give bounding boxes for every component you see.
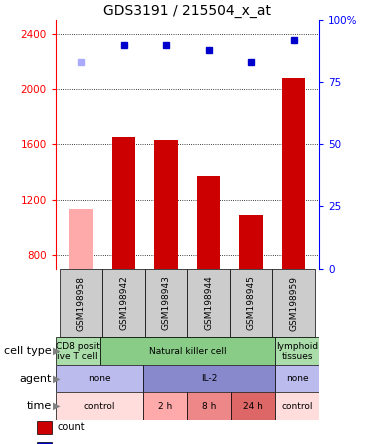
Text: agent: agent [20,374,52,384]
Text: IL-2: IL-2 [201,374,217,383]
Bar [99,337,275,365]
Bar [275,392,319,420]
Bar [187,269,230,337]
Bar [145,269,187,337]
Text: control: control [281,402,313,411]
Bar [56,337,99,365]
Bar [275,365,319,392]
Text: none: none [88,374,111,383]
Text: ▶: ▶ [53,401,60,411]
Text: none: none [286,374,308,383]
Text: time: time [27,401,52,411]
Bar [144,392,187,420]
Text: GSM198959: GSM198959 [289,276,298,330]
Text: count: count [58,423,85,432]
Text: CD8 posit
ive T cell: CD8 posit ive T cell [56,341,99,361]
Text: Natural killer cell: Natural killer cell [148,347,226,356]
Bar [144,365,275,392]
Bar [282,78,305,269]
Text: control: control [84,402,115,411]
Text: ▶: ▶ [53,346,60,356]
Bar [239,215,263,269]
Bar [197,176,220,269]
Bar [231,392,275,420]
Text: GSM198945: GSM198945 [247,276,256,330]
Bar [187,392,231,420]
Bar [275,337,319,365]
Bar [112,137,135,269]
Bar [56,365,144,392]
Bar [102,269,145,337]
Text: lymphoid
tissues: lymphoid tissues [276,341,318,361]
Bar [230,269,272,337]
Text: cell type: cell type [4,346,52,356]
Text: 8 h: 8 h [202,402,217,411]
Bar [272,269,315,337]
Bar [154,140,178,269]
Bar [60,269,102,337]
Text: 24 h: 24 h [243,402,263,411]
Text: GSM198944: GSM198944 [204,276,213,330]
Title: GDS3191 / 215504_x_at: GDS3191 / 215504_x_at [104,4,271,18]
Text: 2 h: 2 h [158,402,173,411]
Bar [56,392,144,420]
Text: GSM198942: GSM198942 [119,276,128,330]
Text: ▶: ▶ [53,374,60,384]
Text: GSM198943: GSM198943 [162,276,171,330]
Text: GSM198958: GSM198958 [77,276,86,330]
Bar [69,209,93,269]
